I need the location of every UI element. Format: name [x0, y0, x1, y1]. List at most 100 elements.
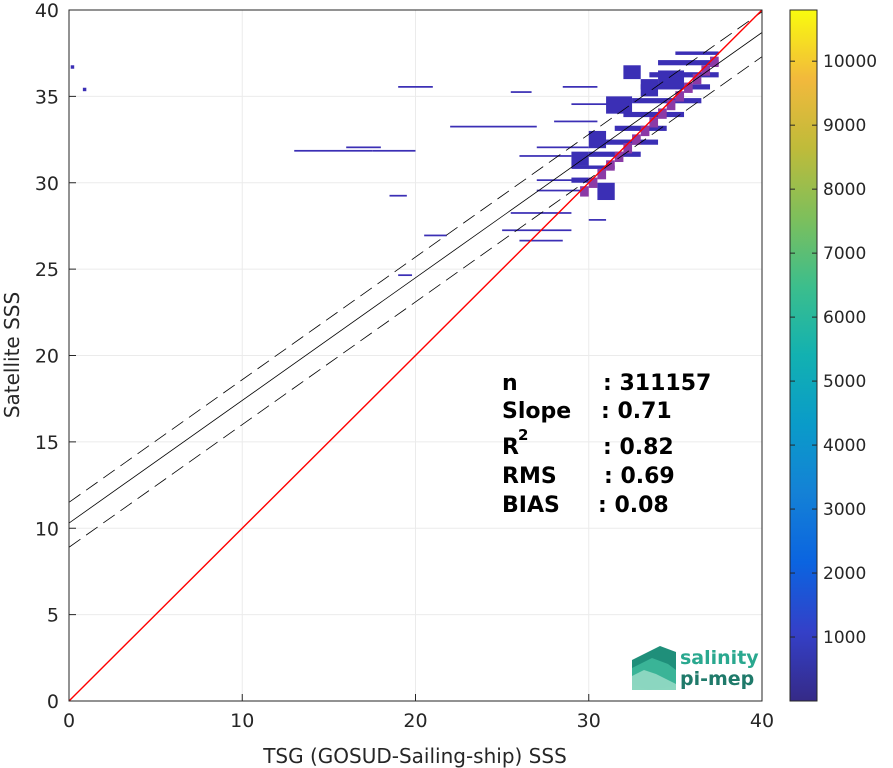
logo-mark-icon — [632, 646, 676, 690]
density-cell — [571, 165, 615, 169]
x-tick-label: 40 — [750, 710, 774, 732]
density-cell — [510, 91, 532, 93]
density-cell — [606, 96, 633, 114]
density-cell — [658, 70, 685, 88]
density-cell — [675, 91, 685, 102]
density-cell — [684, 82, 693, 93]
density-cell — [502, 229, 572, 232]
logo-text-pimep: pi-mep — [680, 668, 754, 690]
density-cell — [398, 86, 433, 88]
density-cell — [588, 219, 607, 221]
y-tick-label: 40 — [35, 0, 59, 22]
colorbar-tick-label: 10000 — [823, 52, 877, 72]
density-cell — [606, 160, 615, 171]
density-cell — [666, 99, 676, 111]
density-cell — [623, 111, 685, 118]
density-cell — [424, 234, 447, 237]
x-tick-label: 10 — [230, 710, 254, 732]
y-tick-label: 20 — [35, 346, 59, 368]
density-cell — [70, 65, 75, 69]
density-cell — [597, 168, 607, 180]
density-cell — [710, 56, 719, 68]
x-axis-label: TSG (GOSUD-Sailing-ship) SSS — [262, 744, 567, 768]
colorbar-tick-label: 8000 — [823, 180, 866, 200]
density-cell — [701, 65, 711, 76]
identity-line — [69, 10, 762, 701]
density-cell — [675, 51, 719, 55]
density-cell — [294, 149, 373, 152]
logo-text-salinity: salinity — [680, 647, 759, 669]
density-cell — [571, 103, 624, 106]
density-cell — [450, 125, 537, 128]
y-tick-label: 10 — [35, 518, 59, 540]
density-cell — [588, 177, 598, 188]
colorbar — [789, 9, 818, 702]
density-cell — [588, 130, 607, 149]
density-cell — [562, 86, 598, 88]
y-axis-ticks: 0 5 10 15 20 25 30 35 40 — [35, 0, 76, 713]
density-cell — [346, 146, 381, 149]
density-cell — [536, 189, 581, 192]
stat-bias-value: : 0.08 — [598, 493, 669, 518]
density-cell — [692, 73, 702, 85]
density-cell — [580, 186, 589, 197]
density-cell — [398, 274, 413, 277]
x-tick-label: 20 — [403, 710, 427, 732]
stat-n-label: n — [502, 371, 518, 396]
y-tick-label: 30 — [35, 173, 59, 195]
salinity-pi-mep-logo: salinity pi-mep — [632, 646, 759, 690]
colorbar-tick-label: 3000 — [823, 500, 866, 520]
stat-slope-label: Slope — [502, 399, 571, 424]
density-cell — [640, 79, 659, 97]
y-axis-label: Satellite SSS — [0, 292, 24, 418]
colorbar-tick-label: 1000 — [823, 628, 866, 648]
density-cell — [389, 194, 407, 197]
stat-r2-value: : 0.82 — [603, 435, 674, 460]
stat-n-value: : 311157 — [603, 371, 711, 396]
x-tick-label: 0 — [63, 710, 75, 732]
density-cell — [623, 143, 633, 154]
x-axis-ticks: 0 10 20 30 40 — [63, 694, 774, 732]
colorbar-tick-label: 6000 — [823, 308, 866, 328]
density-cell — [597, 182, 615, 201]
density-cell — [649, 117, 659, 128]
density-cell — [632, 134, 641, 145]
density-cell — [536, 179, 589, 182]
stat-bias-label: BIAS — [502, 493, 560, 518]
stat-slope-value: : 0.71 — [601, 399, 672, 424]
density-cell — [536, 146, 589, 149]
y-tick-label: 5 — [47, 605, 59, 627]
stat-rms-label: RMS — [502, 464, 557, 489]
density-cell — [519, 239, 563, 242]
density-cell — [640, 125, 650, 137]
fit-bound-lower-line — [69, 56, 762, 548]
stats-box: n : 311157 Slope : 0.71 R 2 : 0.82 RMS :… — [502, 371, 711, 518]
density-cell — [571, 151, 589, 166]
colorbar-tick-label: 7000 — [823, 244, 866, 264]
fit-line — [69, 32, 762, 524]
stat-r2-label: R — [502, 435, 519, 460]
colorbar-tick-label: 4000 — [823, 436, 866, 456]
density-cell — [623, 65, 641, 80]
stat-rms-value: : 0.69 — [604, 464, 675, 489]
colorbar-ticks: 1000 2000 3000 4000 5000 6000 7000 8000 9000 1000… — [790, 52, 877, 648]
density-cell — [372, 149, 416, 152]
density-cell — [571, 177, 589, 183]
fit-bound-upper-line — [69, 11, 762, 503]
y-tick-label: 35 — [35, 86, 59, 108]
stat-r2-superscript: 2 — [518, 426, 528, 444]
y-tick-label: 15 — [35, 432, 59, 454]
y-tick-label: 0 — [47, 691, 59, 713]
colorbar-tick-label: 2000 — [823, 564, 866, 584]
density-cell — [614, 151, 624, 163]
colorbar-tick-label: 9000 — [823, 116, 866, 136]
density-cell — [658, 60, 719, 66]
x-tick-label: 30 — [577, 710, 601, 732]
density-cell — [554, 120, 598, 123]
density-cell — [658, 108, 667, 119]
colorbar-tick-label: 5000 — [823, 372, 866, 392]
reference-lines — [69, 10, 762, 701]
density-cell — [519, 155, 572, 157]
y-tick-label: 25 — [35, 259, 59, 281]
